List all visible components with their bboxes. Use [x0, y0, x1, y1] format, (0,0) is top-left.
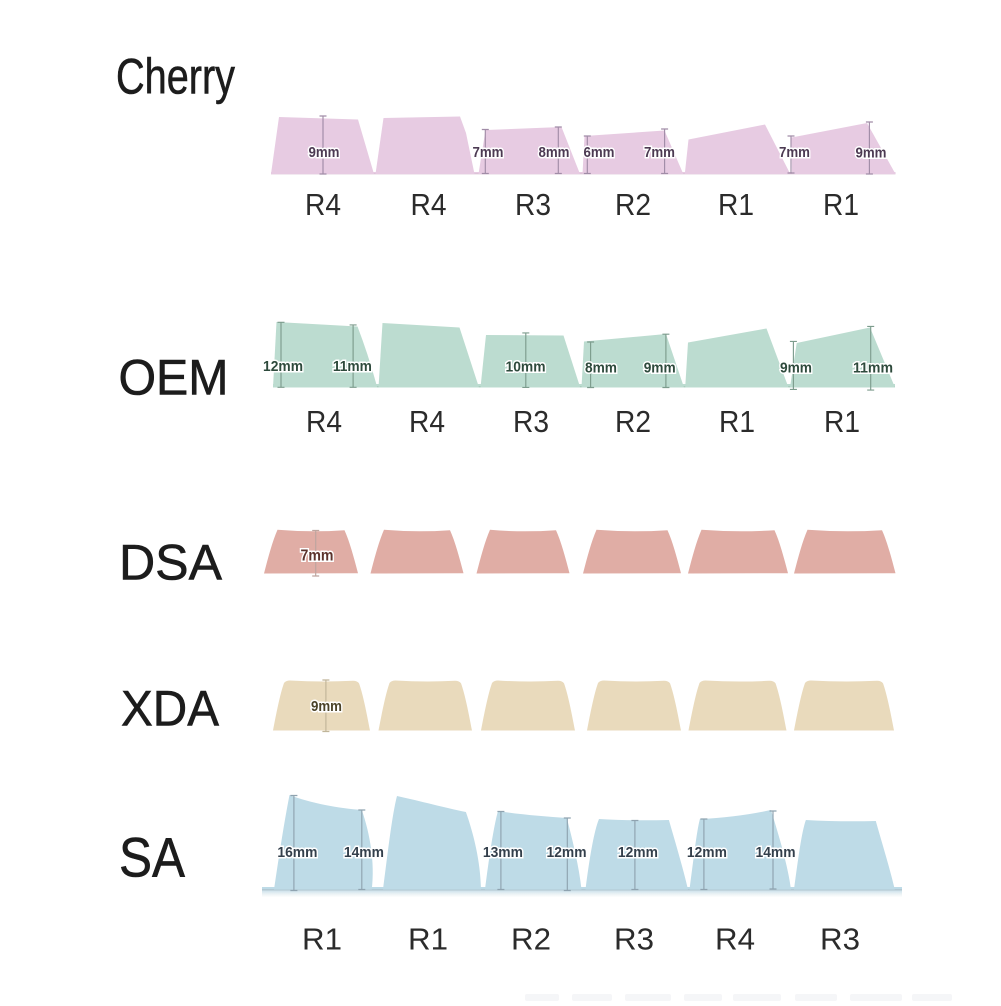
svg-text:R2: R2 — [615, 187, 651, 222]
svg-text:11mm: 11mm — [853, 360, 893, 377]
svg-text:8mm: 8mm — [585, 360, 617, 377]
svg-text:R2: R2 — [511, 922, 551, 957]
svg-text:R4: R4 — [305, 187, 341, 222]
svg-text:R3: R3 — [614, 922, 654, 957]
svg-text:8mm: 8mm — [539, 144, 570, 161]
svg-text:R1: R1 — [302, 922, 342, 957]
svg-text:7mm: 7mm — [644, 144, 675, 161]
svg-text:R4: R4 — [409, 404, 445, 439]
svg-text:12mm: 12mm — [547, 844, 587, 861]
svg-text:10mm: 10mm — [506, 359, 546, 376]
svg-text:12mm: 12mm — [263, 358, 303, 375]
svg-text:Cherry: Cherry — [116, 49, 235, 105]
svg-text:R1: R1 — [408, 922, 448, 957]
svg-text:DSA: DSA — [119, 535, 223, 591]
svg-text:R1: R1 — [823, 187, 859, 222]
svg-text:R4: R4 — [306, 404, 342, 439]
svg-text:XDA: XDA — [121, 681, 220, 737]
svg-text:7mm: 7mm — [301, 548, 334, 565]
svg-text:R1: R1 — [719, 404, 755, 439]
svg-text:R1: R1 — [718, 187, 754, 222]
svg-text:R3: R3 — [515, 187, 551, 222]
svg-text:9mm: 9mm — [311, 698, 342, 715]
svg-text:9mm: 9mm — [780, 360, 812, 377]
svg-text:12mm: 12mm — [687, 844, 727, 861]
svg-text:R1: R1 — [824, 404, 860, 439]
svg-text:R4: R4 — [715, 922, 755, 957]
svg-text:OEM: OEM — [119, 350, 229, 406]
svg-text:R4: R4 — [411, 187, 447, 222]
svg-text:7mm: 7mm — [473, 144, 504, 161]
svg-text:R3: R3 — [820, 922, 860, 957]
svg-text:R3: R3 — [513, 404, 549, 439]
svg-text:11mm: 11mm — [333, 358, 372, 375]
svg-text:9mm: 9mm — [856, 145, 887, 162]
svg-text:14mm: 14mm — [756, 844, 796, 861]
svg-text:9mm: 9mm — [644, 360, 676, 377]
svg-text:R2: R2 — [615, 404, 651, 439]
svg-text:9mm: 9mm — [309, 144, 340, 161]
svg-text:SA: SA — [119, 825, 186, 888]
svg-text:12mm: 12mm — [618, 844, 658, 861]
svg-text:14mm: 14mm — [344, 844, 384, 861]
svg-text:16mm: 16mm — [277, 844, 317, 861]
svg-text:13mm: 13mm — [483, 844, 523, 861]
svg-text:6mm: 6mm — [584, 144, 615, 161]
svg-text:7mm: 7mm — [779, 144, 810, 161]
